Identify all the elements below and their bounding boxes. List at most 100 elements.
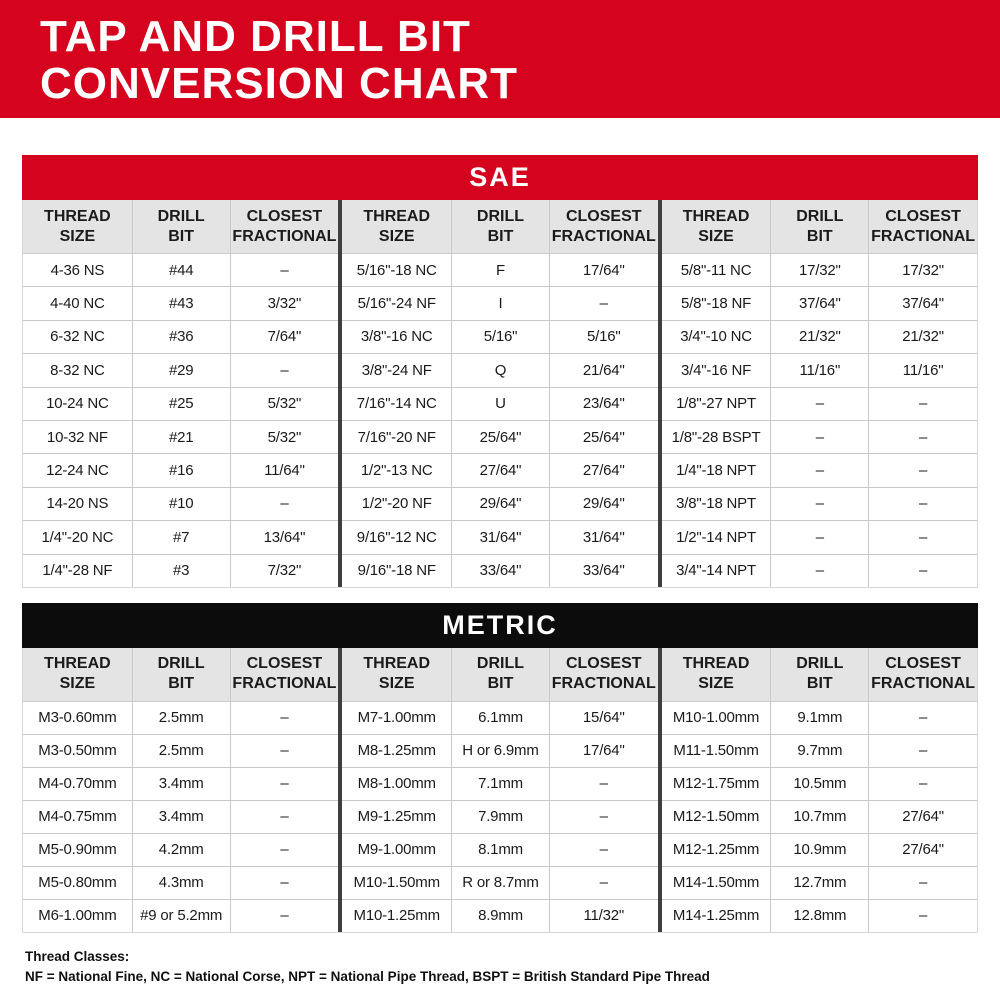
thread-size-cell: 6-32 NC [23,319,132,353]
thread-size-cell: M7-1.00mm [342,700,452,734]
thread-size-header: THREAD SIZE [661,647,771,701]
column-group: THREAD SIZE DRILL BIT CLOSEST FRACTIONAL M3… [23,647,339,932]
closest-fractional-cell: – [868,766,977,800]
thread-size-cell: M10-1.00mm [661,700,771,734]
thread-size-cell: 12-24 NC [23,453,132,486]
column-group: THREAD SIZE DRILL BIT CLOSEST FRACTIONAL M1… [657,647,977,932]
closest-fractional-header: CLOSEST FRACTIONAL [229,200,339,253]
closest-fractional-cell: 27/64" [868,799,977,833]
thread-size-cell: 10-32 NF [23,419,132,453]
thread-size-cell: 1/2"-20 NF [342,486,452,520]
thread-size-cell: 3/8"-16 NC [342,319,452,353]
closest-fractional-cell: – [548,286,658,320]
closest-fractional-cell: 27/64" [868,832,977,866]
drill-bit-cell: F [451,253,549,287]
drill-bit-cell: #9 or 5.2mm [131,898,230,932]
thread-size-cell: 1/8"-27 NPT [661,386,771,420]
closest-fractional-header: CLOSEST FRACTIONAL [868,200,977,253]
closest-fractional-cell: 17/32" [868,253,977,287]
page-title: TAP AND DRILL BIT CONVERSION CHART [40,13,1000,107]
closest-fractional-cell: 29/64" [548,486,658,521]
drill-bit-cell: 8.1mm [451,832,549,866]
closest-fractional-cell: – [868,733,977,767]
thread-size-header: THREAD SIZE [23,647,132,701]
drill-bit-cell: #43 [131,286,230,320]
thread-size-cell: M12-1.75mm [661,766,771,800]
closest-fractional-cell: – [229,799,339,833]
metric-table-title: METRIC [22,602,978,648]
thread-size-cell: M4-0.75mm [23,799,132,833]
column-group: THREAD SIZE DRILL BIT CLOSEST FRACTIONAL 4-… [23,200,339,587]
title-banner: TAP AND DRILL BIT CONVERSION CHART [0,0,1000,118]
closest-fractional-cell: 25/64" [548,419,658,454]
thread-size-cell: 3/4"-14 NPT [661,553,771,587]
footnote-text: NF = National Fine, NC = National Corse,… [25,969,710,985]
thread-size-header: THREAD SIZE [661,200,771,253]
closest-fractional-cell: 23/64" [548,386,658,420]
thread-size-cell: 1/4"-20 NC [23,520,132,553]
thread-size-cell: 3/4"-16 NF [661,353,771,386]
thread-size-cell: 7/16"-14 NC [342,386,452,420]
thread-size-cell: M8-1.25mm [342,733,452,767]
closest-fractional-cell: – [229,733,339,767]
thread-size-cell: M5-0.80mm [23,865,132,899]
closest-fractional-cell: 5/32" [229,419,339,454]
closest-fractional-cell: – [229,766,339,800]
drill-bit-cell: 12.8mm [770,898,869,932]
drill-bit-cell: 8.9mm [451,898,549,932]
column-group: THREAD SIZE DRILL BIT CLOSEST FRACTIONAL 5/… [338,200,658,587]
closest-fractional-cell: 21/64" [548,353,658,387]
page-title-line2: CONVERSION CHART [40,59,519,108]
drill-bit-cell: 2.5mm [131,733,230,767]
thread-size-cell: 5/8"-11 NC [661,253,771,286]
drill-bit-cell: 10.5mm [770,766,869,800]
thread-size-cell: 1/8"-28 BSPT [661,419,771,453]
closest-fractional-cell: – [229,898,339,932]
closest-fractional-cell: – [229,486,339,521]
sae-table-title: SAE [22,155,978,200]
drill-bit-cell: – [770,453,869,487]
drill-bit-cell: 31/64" [451,520,549,554]
drill-bit-cell: U [451,386,549,420]
drill-bit-cell: 10.7mm [770,799,869,833]
closest-fractional-cell: – [868,700,977,734]
closest-fractional-cell: – [868,386,977,420]
closest-fractional-cell: – [548,865,658,899]
thread-size-cell: M9-1.25mm [342,799,452,833]
drill-bit-cell: 4.2mm [131,832,230,866]
closest-fractional-cell: – [229,353,339,387]
thread-size-cell: 14-20 NS [23,486,132,520]
closest-fractional-cell: 11/64" [229,453,339,487]
thread-size-cell: M9-1.00mm [342,832,452,866]
thread-size-header: THREAD SIZE [342,200,452,253]
thread-size-cell: M10-1.50mm [342,865,452,899]
closest-fractional-cell: 5/16" [548,319,658,354]
sae-table: SAE THREAD SIZE DRILL BIT CLOSEST FRACTION… [22,155,978,588]
drill-bit-cell: 17/32" [770,253,869,287]
drill-bit-cell: #29 [131,353,230,387]
drill-bit-cell: Q [451,353,549,387]
drill-bit-header: DRILL BIT [131,200,230,253]
drill-bit-cell: 29/64" [451,486,549,521]
thread-size-cell: M3-0.60mm [23,700,132,734]
thread-size-cell: M14-1.50mm [661,865,771,899]
drill-bit-cell: #3 [131,553,230,587]
thread-size-cell: 5/16"-24 NF [342,286,452,319]
drill-bit-cell: H or 6.9mm [451,733,549,767]
drill-bit-cell: 5/16" [451,319,549,354]
drill-bit-cell: 4.3mm [131,865,230,899]
column-group: THREAD SIZE DRILL BIT CLOSEST FRACTIONAL M7… [338,647,658,932]
sae-table-body: THREAD SIZE DRILL BIT CLOSEST FRACTIONAL 4-… [22,200,978,588]
thread-size-header: THREAD SIZE [342,647,452,701]
thread-size-cell: 9/16"-12 NC [342,520,452,553]
closest-fractional-header: CLOSEST FRACTIONAL [868,647,977,701]
closest-fractional-cell: – [548,832,658,866]
closest-fractional-cell: 37/64" [868,286,977,320]
thread-size-cell: 3/8"-18 NPT [661,486,771,520]
closest-fractional-cell: 11/32" [548,898,658,932]
closest-fractional-cell: 21/32" [868,319,977,354]
thread-size-cell: 4-36 NS [23,253,132,286]
closest-fractional-cell: – [868,865,977,899]
thread-size-cell: M12-1.50mm [661,799,771,833]
closest-fractional-header: CLOSEST FRACTIONAL [229,647,339,701]
